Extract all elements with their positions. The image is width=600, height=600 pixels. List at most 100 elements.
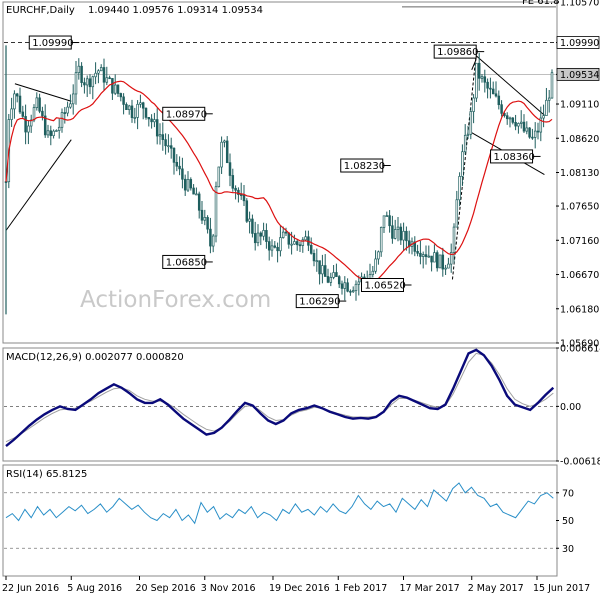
candle-body xyxy=(175,161,179,167)
candle-body xyxy=(441,254,445,270)
candle-body xyxy=(234,187,237,191)
candle-body xyxy=(144,107,148,118)
candle-body xyxy=(29,119,33,127)
candle-body xyxy=(391,225,394,239)
candle-body xyxy=(21,111,25,117)
candle-body xyxy=(528,127,531,138)
candle-body xyxy=(139,102,142,105)
price-tick-label: 1.06180 xyxy=(560,304,599,315)
candle-body xyxy=(438,254,442,269)
annotation-box xyxy=(340,158,384,173)
candle-body xyxy=(475,62,478,99)
candle-body xyxy=(209,228,212,247)
candle-body xyxy=(301,239,305,246)
candle-body xyxy=(55,130,58,132)
candle-body xyxy=(169,145,173,149)
annotation-label: 1.09990 xyxy=(32,38,73,49)
candle-body xyxy=(94,72,97,78)
candle-body xyxy=(231,175,235,189)
candle-body xyxy=(399,226,403,241)
date-tick-label: 17 Mar 2017 xyxy=(400,583,460,594)
rsi-line xyxy=(5,482,554,525)
candle-body xyxy=(480,76,484,79)
trend-line xyxy=(14,83,72,102)
date-tick-label: 1 Feb 2017 xyxy=(334,583,387,594)
candle-body xyxy=(536,130,540,133)
candle-body xyxy=(220,141,223,168)
candle-body xyxy=(511,117,515,123)
candle-body xyxy=(32,107,36,121)
candle-body xyxy=(256,232,260,244)
macd-tick-label: 0.00 xyxy=(560,402,581,413)
candle-body xyxy=(10,108,13,120)
candle-body xyxy=(133,117,137,119)
candle-body xyxy=(343,282,347,289)
candle-body xyxy=(267,241,271,251)
candle-body xyxy=(189,179,193,189)
candle-body xyxy=(161,134,165,140)
candle-body xyxy=(178,165,181,170)
annotation-box xyxy=(162,106,206,121)
candle-body xyxy=(466,133,470,136)
trend-line xyxy=(475,55,545,116)
candle-body xyxy=(119,93,123,98)
candle-body xyxy=(259,232,263,237)
candle-body xyxy=(461,151,464,177)
candle-body xyxy=(427,255,431,258)
candle-body xyxy=(83,82,86,86)
candle-body xyxy=(550,72,554,99)
candle-body xyxy=(287,232,291,245)
candle-body xyxy=(486,81,489,89)
candle-body xyxy=(545,99,548,116)
candle-body xyxy=(66,106,69,114)
price-axis: 1.10570 1.09990 1.09534 1.09110 1.08620 1.081… xyxy=(556,0,600,350)
candle-body xyxy=(531,136,534,139)
candle-body xyxy=(295,241,299,246)
candle-body xyxy=(99,67,103,72)
candle-body xyxy=(435,252,439,269)
candle-body xyxy=(237,189,240,195)
candle-body xyxy=(49,130,53,137)
candle-body xyxy=(413,241,417,252)
candle-body xyxy=(379,227,383,253)
rsi-panel xyxy=(2,464,558,577)
candle-body xyxy=(505,115,509,120)
price-tick-label: 1.08130 xyxy=(560,168,599,179)
candle-body xyxy=(329,277,333,283)
candle-body xyxy=(494,93,498,97)
candle-body xyxy=(472,97,475,112)
trend-line xyxy=(451,54,477,280)
signal-line xyxy=(5,352,554,443)
candle-body xyxy=(279,237,282,252)
date-tick-label: 19 Dec 2016 xyxy=(269,583,330,594)
candle-body xyxy=(273,245,277,248)
candle-body xyxy=(225,140,229,164)
price-tick-label: 1.07650 xyxy=(560,202,599,213)
candle-body xyxy=(242,194,246,202)
candle-body xyxy=(346,282,349,292)
macd-title: MACD(12,26,9) 0.002077 0.000820 xyxy=(6,352,184,363)
date-tick-label: 15 Jun 2017 xyxy=(533,583,590,594)
candle-body xyxy=(77,65,81,74)
candle-body xyxy=(497,95,501,106)
candle-body xyxy=(449,252,453,265)
candle-body xyxy=(153,119,156,123)
candle-body xyxy=(228,162,232,176)
candle-body xyxy=(57,126,61,131)
candle-body xyxy=(71,93,75,105)
price-tick-label: 1.10570 xyxy=(560,0,599,9)
candle-body xyxy=(158,134,162,137)
annotations: 1.09990 1.08970 1.06850 1.06290 1.08230 1.065… xyxy=(28,35,541,309)
price-tick-label: 1.08620 xyxy=(560,134,599,145)
candle-body xyxy=(374,258,377,272)
candle-body xyxy=(186,179,190,191)
candle-body xyxy=(43,115,47,136)
candle-body xyxy=(321,265,324,275)
candle-body xyxy=(455,199,459,228)
candle-body xyxy=(38,97,41,112)
price-tick-label: 1.07160 xyxy=(560,236,599,247)
candle-body xyxy=(508,117,512,120)
candle-body xyxy=(402,230,405,241)
